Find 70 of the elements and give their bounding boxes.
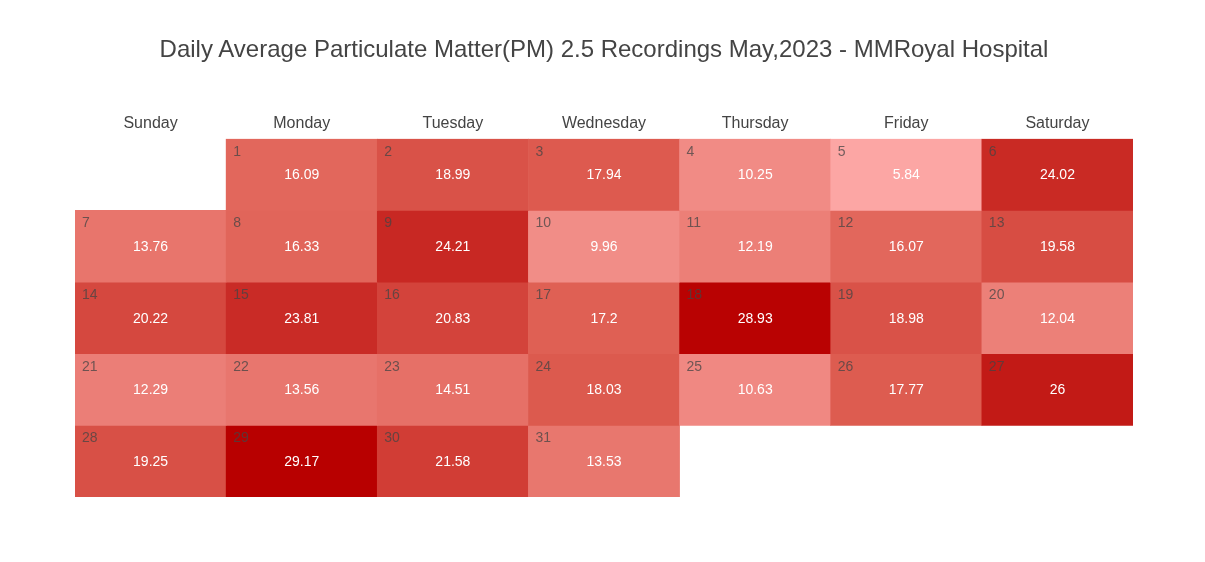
data-label: 16.09	[284, 166, 320, 183]
x-tick-label: Monday	[273, 113, 331, 131]
annotation: 24	[535, 357, 552, 374]
x-tick-label: Tuesday	[422, 113, 484, 131]
data-label: 13.76	[133, 238, 169, 255]
data-label: 14.51	[435, 381, 471, 398]
annotation: 20	[988, 285, 1005, 302]
x-tick-label: Wednesday	[561, 113, 647, 131]
data-label: 16.07	[888, 238, 925, 255]
data-label: 12.29	[133, 381, 169, 398]
data-label: 17.77	[888, 381, 925, 398]
data-label: 18.98	[888, 309, 925, 326]
x-tick-label: Saturday	[1025, 113, 1090, 131]
data-label: 23.81	[284, 309, 320, 326]
x-tick-label: Friday	[884, 113, 929, 131]
annotation: 15	[233, 285, 249, 302]
data-label: 5.84	[892, 166, 921, 183]
annotation: 3	[535, 142, 544, 159]
annotation: 31	[535, 429, 552, 446]
data-label: 10.25	[737, 166, 773, 183]
annotation: 17	[535, 285, 552, 302]
data-label: 12.19	[737, 238, 773, 255]
annotation: 1	[233, 142, 242, 159]
annotation: 10	[535, 214, 552, 231]
data-label: 18.03	[586, 381, 622, 398]
annotation: 6	[988, 142, 997, 159]
data-label: 20.22	[133, 309, 169, 326]
annotation: 21	[82, 357, 98, 374]
data-label: 20.83	[435, 309, 471, 326]
chart-title: Daily Average Particulate Matter(PM) 2.5 Recordings May,2023 - MMRoyal Hospital	[159, 35, 1049, 63]
annotation: 11	[686, 214, 702, 231]
annotation: 30	[384, 429, 401, 446]
annotation: 13	[988, 214, 1005, 231]
annotation: 5	[837, 142, 846, 159]
annotation: 8	[233, 214, 242, 231]
data-label: 26	[1049, 381, 1066, 398]
data-label: 29.17	[284, 453, 320, 470]
data-label: 17.94	[586, 166, 622, 183]
annotation: 18	[686, 285, 703, 302]
annotation: 9	[384, 214, 393, 231]
data-label: 9.96	[590, 238, 618, 255]
data-label: 19.25	[133, 453, 169, 470]
annotation: 19	[837, 285, 854, 302]
data-label: 10.63	[737, 381, 773, 398]
annotation: 16	[384, 285, 401, 302]
annotation: 28	[82, 429, 98, 446]
data-label: 17.2	[590, 309, 618, 326]
annotation: 22	[233, 357, 249, 374]
annotation: 25	[686, 357, 703, 374]
annotation: 2	[384, 142, 393, 159]
data-label: 19.58	[1039, 238, 1076, 255]
annotation: 26	[837, 357, 854, 374]
data-label: 21.58	[435, 453, 471, 470]
data-label: 24.02	[1039, 166, 1076, 183]
annotation: 27	[988, 357, 1005, 374]
data-label: 13.53	[586, 453, 622, 470]
annotation: 7	[82, 214, 90, 231]
annotation: 14	[82, 285, 98, 302]
x-tick-label: Thursday	[721, 113, 789, 131]
data-label: 12.04	[1039, 309, 1076, 326]
annotation: 29	[233, 429, 249, 446]
data-label: 24.21	[435, 238, 471, 255]
data-label: 28.93	[737, 309, 773, 326]
data-label: 13.56	[284, 381, 320, 398]
annotation: 4	[686, 142, 695, 159]
annotation: 23	[384, 357, 401, 374]
data-label: 16.33	[284, 238, 320, 255]
annotation: 12	[837, 214, 854, 231]
data-label: 18.99	[435, 166, 471, 183]
x-tick-label: Sunday	[123, 113, 178, 131]
